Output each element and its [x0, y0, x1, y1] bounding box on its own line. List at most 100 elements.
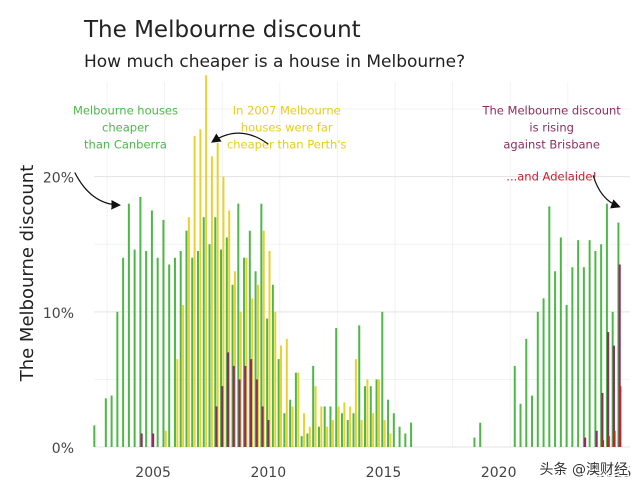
bar-canberra: [565, 305, 568, 447]
bar-canberra: [340, 413, 343, 447]
annotation-text: cheaper than Perth's: [227, 137, 347, 151]
bar-perth: [372, 413, 375, 447]
bar-perth: [182, 305, 185, 447]
bar-canberra: [185, 230, 188, 447]
bar-canberra: [122, 257, 125, 447]
bar-canberra: [179, 250, 182, 447]
bar-canberra: [611, 311, 614, 447]
bar-perth: [176, 359, 179, 447]
annotation-arrow: [592, 175, 621, 209]
bar-adelaide: [619, 386, 622, 447]
bar-canberra: [352, 413, 355, 447]
bar-canberra: [554, 271, 557, 447]
bar-canberra: [387, 399, 390, 447]
annotation-text: against Brisbane: [503, 137, 600, 151]
bar-perth: [308, 426, 311, 447]
bar-adelaide: [601, 440, 605, 447]
bar-brisbane: [261, 406, 264, 447]
bar-brisbane: [583, 437, 587, 447]
bar-brisbane: [618, 264, 621, 447]
bar-canberra: [306, 433, 309, 447]
bar-canberra: [536, 311, 539, 447]
bar-perth: [193, 136, 196, 447]
annotation-text: houses were far: [241, 120, 333, 134]
bar-canberra: [364, 386, 367, 447]
bar-canberra: [231, 284, 234, 447]
bar-canberra: [531, 395, 534, 447]
bar-perth: [377, 379, 380, 447]
bar-brisbane: [255, 379, 258, 447]
bar-canberra: [220, 249, 223, 447]
bar-perth: [164, 430, 167, 447]
bar-perth: [297, 372, 300, 447]
bar-perth: [383, 419, 386, 447]
bar-perth: [389, 433, 392, 447]
bar-canberra: [225, 237, 228, 447]
chart-title: The Melbourne discount: [83, 17, 361, 43]
bar-brisbane: [244, 365, 247, 447]
bar-canberra: [525, 338, 528, 447]
bar-canberra: [289, 399, 292, 447]
bar-adelaide: [607, 436, 610, 447]
bar-canberra: [358, 325, 361, 447]
bar-brisbane: [612, 345, 615, 447]
bar-canberra: [588, 240, 591, 447]
bars: [93, 75, 622, 448]
annotation-text: cheaper: [102, 120, 149, 134]
bar-canberra: [571, 267, 574, 447]
bar-canberra: [266, 318, 269, 447]
bar-canberra: [594, 250, 597, 447]
bar-canberra: [392, 413, 395, 447]
bar-adelaide: [613, 430, 616, 447]
bar-canberra: [600, 244, 603, 447]
y-tick-label: 10%: [43, 306, 74, 322]
bar-canberra: [335, 328, 338, 447]
chart-subtitle: How much cheaper is a house in Melbourne…: [84, 52, 465, 72]
bar-canberra: [110, 395, 113, 447]
bar-perth: [285, 338, 288, 447]
bar-brisbane: [152, 433, 155, 447]
bar-canberra: [548, 206, 551, 447]
bar-canberra: [237, 203, 240, 447]
annotation-text: The Melbourne discount: [481, 103, 621, 117]
bar-perth: [233, 271, 236, 447]
bar-perth: [326, 426, 329, 447]
bar-canberra: [145, 250, 148, 447]
bar-canberra: [577, 240, 580, 447]
bar-brisbane: [232, 365, 235, 447]
bar-canberra: [202, 217, 205, 447]
bar-brisbane: [249, 359, 253, 447]
bar-perth: [268, 250, 271, 447]
bar-canberra: [513, 365, 516, 447]
bar-canberra: [254, 271, 257, 447]
y-tick-label: 0%: [52, 441, 74, 457]
bar-perth: [216, 142, 219, 448]
x-tick-label: 2020: [481, 465, 517, 481]
bar-perth: [320, 406, 323, 447]
bar-canberra: [294, 372, 297, 447]
bar-brisbane: [221, 386, 224, 447]
bar-perth: [331, 419, 334, 447]
bar-canberra: [248, 230, 251, 447]
annotation-text: ...and Adelaide!: [506, 170, 597, 184]
y-axis-label: The Melbourne discount: [17, 165, 38, 383]
bar-canberra: [473, 437, 476, 447]
bar-canberra: [312, 365, 315, 447]
bar-canberra: [243, 257, 246, 447]
bar-perth: [360, 419, 363, 447]
bar-canberra: [410, 422, 413, 447]
bar-canberra: [283, 413, 286, 447]
bar-perth: [280, 345, 283, 447]
watermark: 头条 @澳财经: [540, 461, 628, 478]
bar-perth: [228, 210, 231, 447]
bar-perth: [256, 284, 259, 447]
bar-perth: [343, 402, 346, 447]
bar-canberra: [300, 436, 303, 447]
bar-brisbane: [140, 433, 143, 447]
bar-perth: [354, 359, 357, 447]
bar-canberra: [329, 406, 332, 447]
bar-canberra: [104, 398, 107, 447]
bar-canberra: [542, 298, 545, 447]
bar-canberra: [214, 217, 217, 447]
annotation-text: Melbourne houses: [73, 103, 178, 117]
